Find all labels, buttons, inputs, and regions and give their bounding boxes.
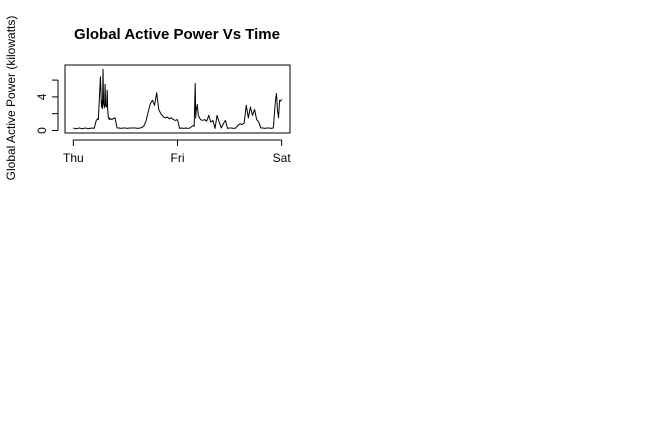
x-tick-label: Fri — [171, 151, 185, 165]
y-tick-label: 0 — [35, 127, 49, 134]
x-tick-label: Sat — [273, 151, 292, 165]
y-tick-label: 4 — [35, 93, 49, 100]
plot-frame — [64, 64, 291, 134]
y-axis-title: Global Active Power (kilowatts) — [4, 16, 18, 181]
series-line — [73, 68, 283, 130]
chart-title: Global Active Power Vs Time — [74, 26, 280, 43]
y-axis: 04 — [35, 79, 59, 134]
x-axis: Thu Fri Sat — [63, 139, 292, 165]
x-tick-label: Thu — [63, 151, 84, 165]
series-layer — [73, 68, 283, 130]
